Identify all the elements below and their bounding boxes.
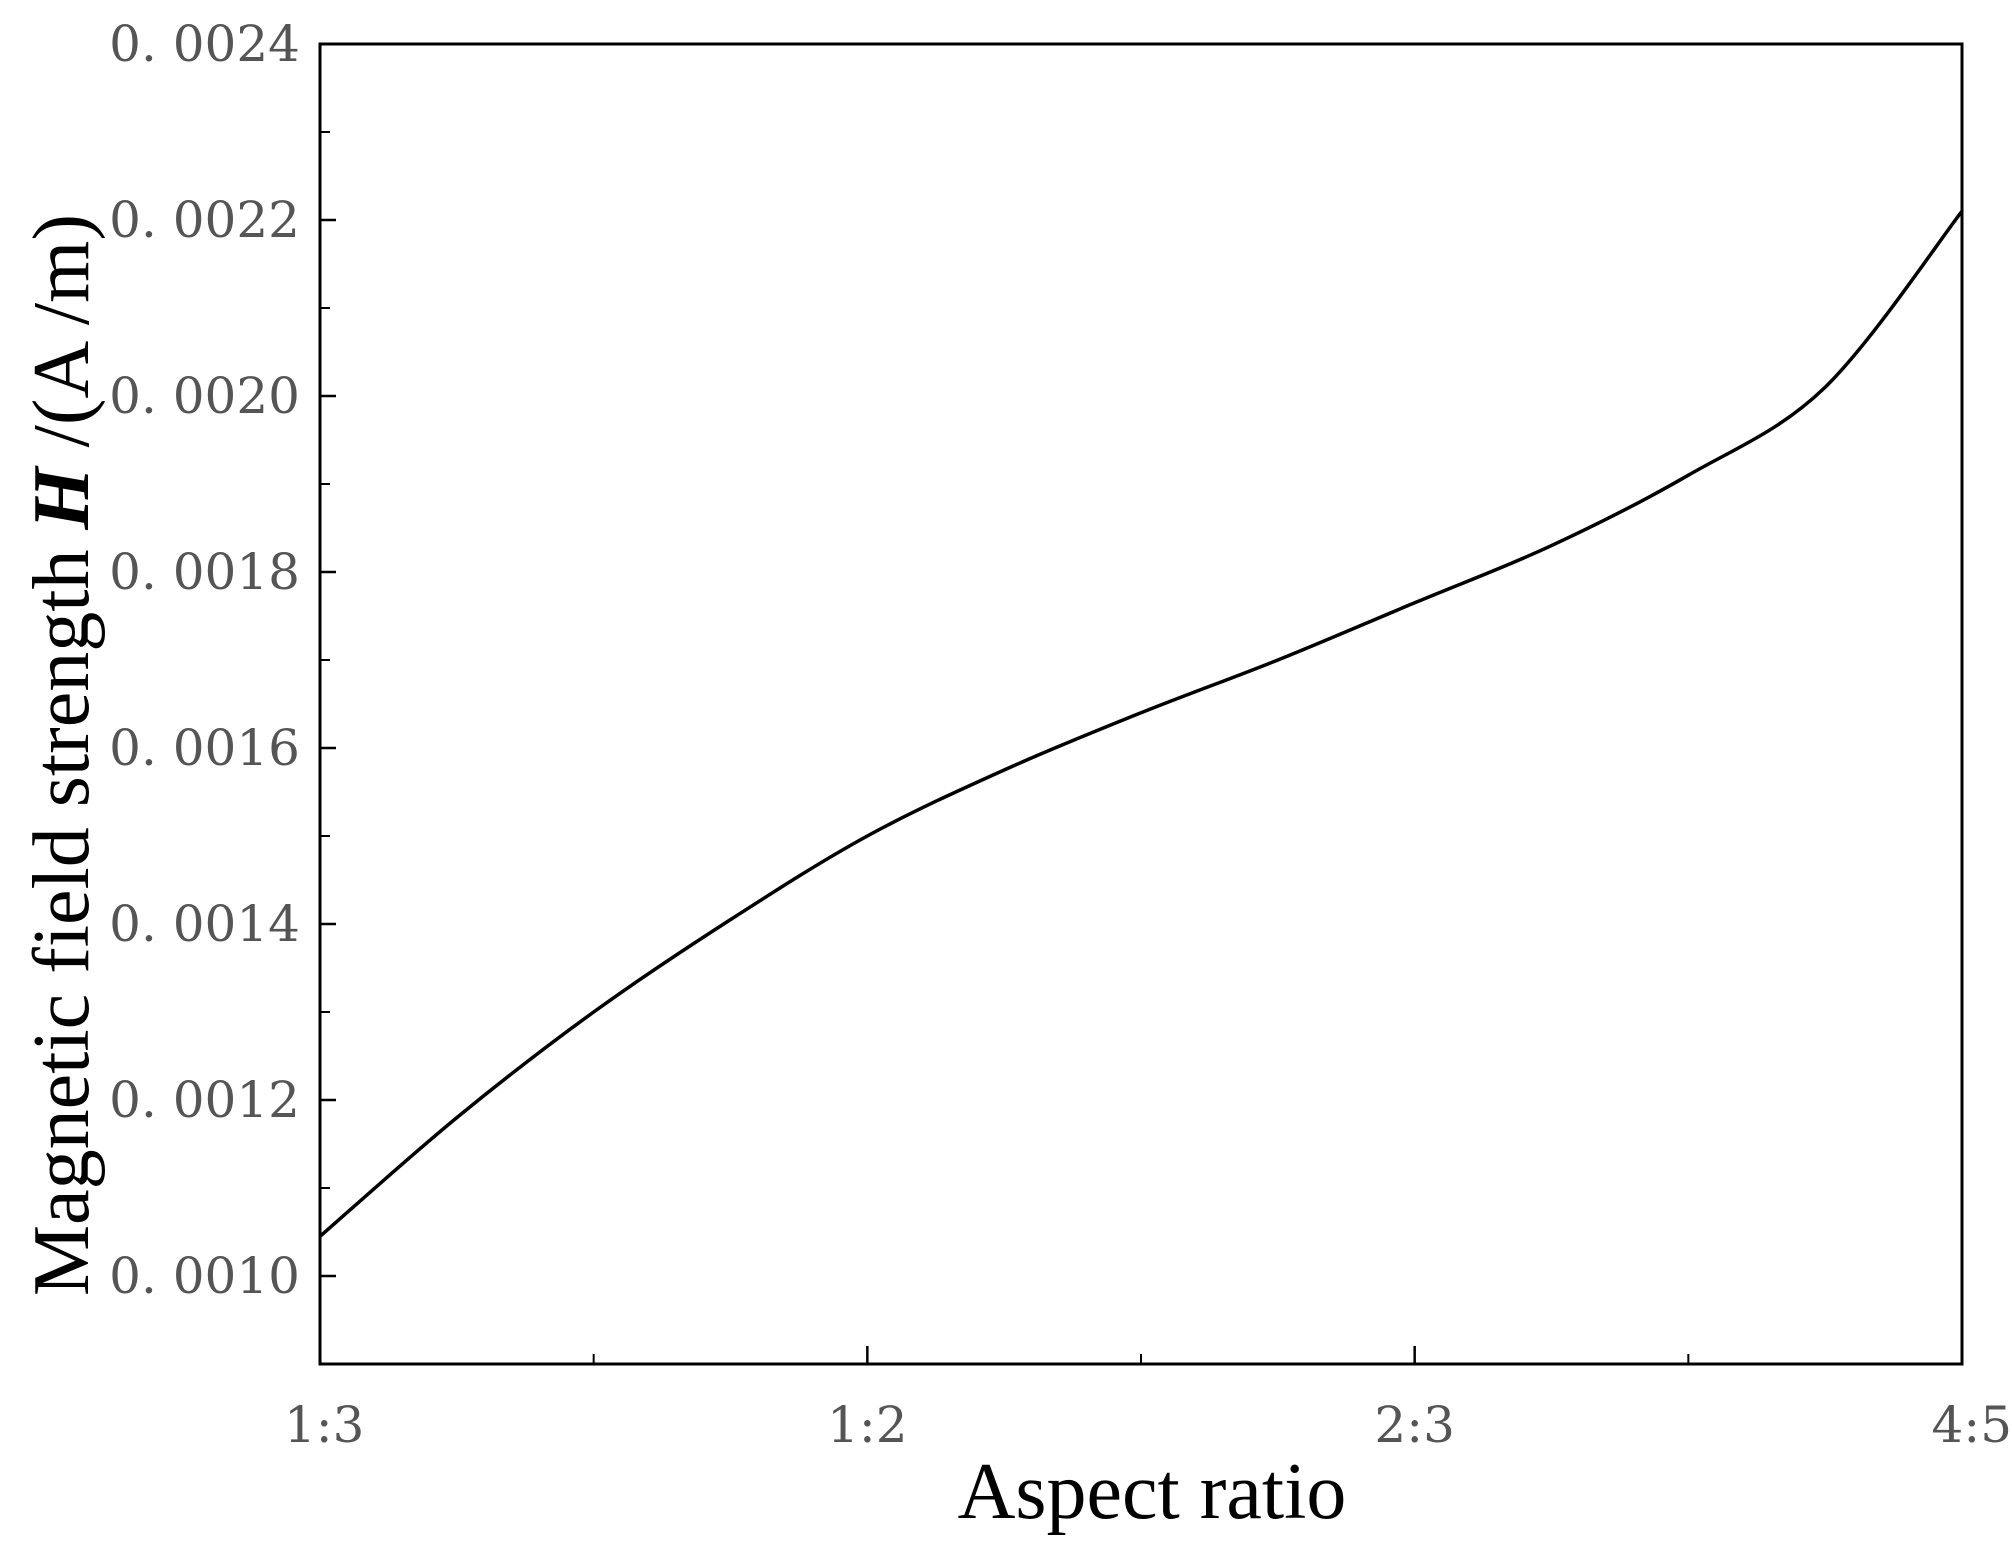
y-axis-title-prefix: Magnetic field strength bbox=[18, 530, 106, 1296]
y-tick-label: 0. 0010 bbox=[109, 1247, 300, 1305]
y-axis-title: Magnetic field strength H /(A /m) bbox=[18, 214, 106, 1296]
x-tick-label: 1:2 bbox=[827, 1396, 907, 1454]
x-axis-title: Aspect ratio bbox=[958, 1448, 1347, 1536]
y-tick-label: 0. 0018 bbox=[109, 543, 300, 601]
plot-border bbox=[318, 42, 1964, 1366]
y-tick-label: 0. 0012 bbox=[109, 1071, 300, 1129]
y-axis-title-suffix: /(A /m) bbox=[18, 214, 106, 467]
series-line bbox=[318, 210, 1964, 1238]
y-tick-label: 0. 0022 bbox=[109, 191, 300, 249]
x-axis-ticks: 1:3 1:2 2:3 4:5 bbox=[284, 1346, 2012, 1454]
x-tick-label: 1:3 bbox=[284, 1396, 364, 1454]
y-tick-label: 0. 0016 bbox=[109, 719, 300, 777]
y-axis-title-symbol: H bbox=[18, 465, 106, 531]
plot-frame bbox=[318, 42, 1964, 1366]
y-tick-label: 0. 0024 bbox=[109, 15, 300, 73]
x-tick-label: 4:5 bbox=[1932, 1396, 2012, 1454]
x-tick-label: 2:3 bbox=[1374, 1396, 1454, 1454]
y-tick-label: 0. 0014 bbox=[109, 895, 300, 953]
y-tick-label: 0. 0020 bbox=[109, 367, 300, 425]
y-axis-ticks: 0. 0010 0. 0012 0. 0014 0. 0016 0. 0018 0. 00… bbox=[109, 15, 336, 1365]
series-layer bbox=[318, 210, 1964, 1238]
